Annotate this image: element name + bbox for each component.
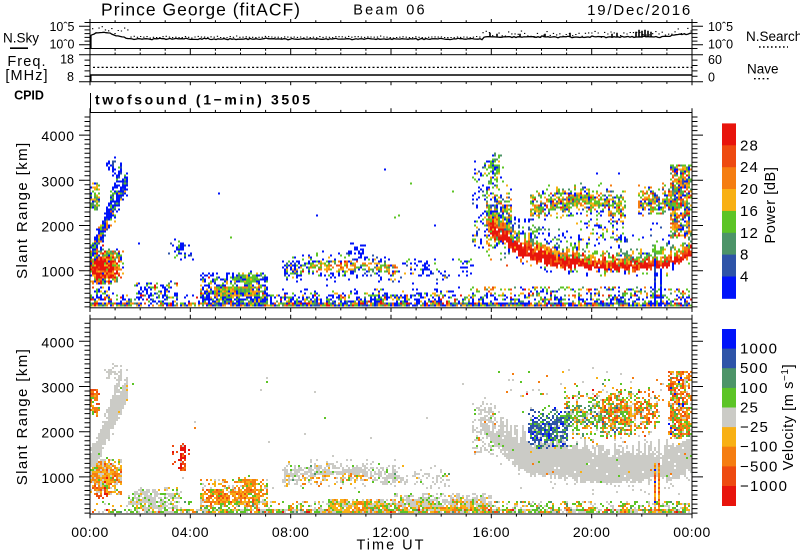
svg-text:1000: 1000 xyxy=(740,341,778,358)
svg-text:24: 24 xyxy=(740,159,759,176)
svg-text:20:00: 20:00 xyxy=(573,524,611,540)
svg-text:N.Sky: N.Sky xyxy=(3,31,39,46)
svg-text:Time UT: Time UT xyxy=(356,538,425,554)
svg-text:10ˆ0: 10ˆ0 xyxy=(708,38,733,52)
svg-text:28: 28 xyxy=(740,137,759,154)
svg-text:Power [dB]: Power [dB] xyxy=(763,167,779,244)
svg-text:−1000: −1000 xyxy=(740,478,788,495)
svg-text:100: 100 xyxy=(740,380,769,397)
svg-text:1000: 1000 xyxy=(41,470,74,486)
svg-text:1000: 1000 xyxy=(41,264,74,280)
svg-text:4000: 4000 xyxy=(41,334,74,350)
svg-text:Nave: Nave xyxy=(747,62,779,77)
svg-text:16:00: 16:00 xyxy=(473,524,511,540)
svg-text:00:00: 00:00 xyxy=(673,524,711,540)
svg-text:20: 20 xyxy=(740,181,759,198)
svg-text:−25: −25 xyxy=(740,419,769,436)
svg-text:3000: 3000 xyxy=(41,380,74,396)
svg-text:Velocity [m s−1]: Velocity [m s−1] xyxy=(780,364,797,470)
svg-text:18: 18 xyxy=(60,53,74,67)
svg-text:−500: −500 xyxy=(740,458,779,475)
svg-text:10ˆ5: 10ˆ5 xyxy=(708,20,733,34)
svg-text:10ˆ0: 10ˆ0 xyxy=(49,38,74,52)
svg-text:3000: 3000 xyxy=(41,173,74,189)
svg-text:8: 8 xyxy=(740,247,750,264)
svg-text:00:00: 00:00 xyxy=(71,524,109,540)
svg-text:Beam 06: Beam 06 xyxy=(353,3,426,19)
svg-text:08:00: 08:00 xyxy=(272,524,310,540)
svg-text:4: 4 xyxy=(740,269,750,286)
svg-text:N.Search: N.Search xyxy=(746,29,800,44)
svg-text:[MHz]: [MHz] xyxy=(5,68,48,84)
svg-text:4000: 4000 xyxy=(41,128,74,144)
svg-text:Slant Range [km]: Slant Range [km] xyxy=(14,141,31,278)
svg-text:60: 60 xyxy=(708,53,722,67)
svg-text:04:00: 04:00 xyxy=(172,524,210,540)
svg-text:twofsound (1−min) 3505: twofsound (1−min) 3505 xyxy=(95,92,310,108)
svg-text:25: 25 xyxy=(740,400,759,417)
svg-text:16: 16 xyxy=(740,203,759,220)
svg-text:CPID: CPID xyxy=(14,89,44,103)
svg-text:19/Dec/2016: 19/Dec/2016 xyxy=(587,2,692,19)
svg-text:Freq.: Freq. xyxy=(7,54,46,70)
svg-text:Prince George (fitACF): Prince George (fitACF) xyxy=(101,0,301,20)
svg-text:2000: 2000 xyxy=(41,219,74,235)
svg-text:10ˆ5: 10ˆ5 xyxy=(49,20,74,34)
svg-text:12:00: 12:00 xyxy=(372,524,410,540)
svg-text:8: 8 xyxy=(67,70,74,84)
svg-text:500: 500 xyxy=(740,360,769,377)
svg-text:2000: 2000 xyxy=(41,425,74,441)
svg-text:12: 12 xyxy=(740,225,759,242)
svg-text:Slant Range [km]: Slant Range [km] xyxy=(14,348,31,485)
svg-text:0: 0 xyxy=(708,71,715,85)
svg-text:−100: −100 xyxy=(740,439,779,456)
